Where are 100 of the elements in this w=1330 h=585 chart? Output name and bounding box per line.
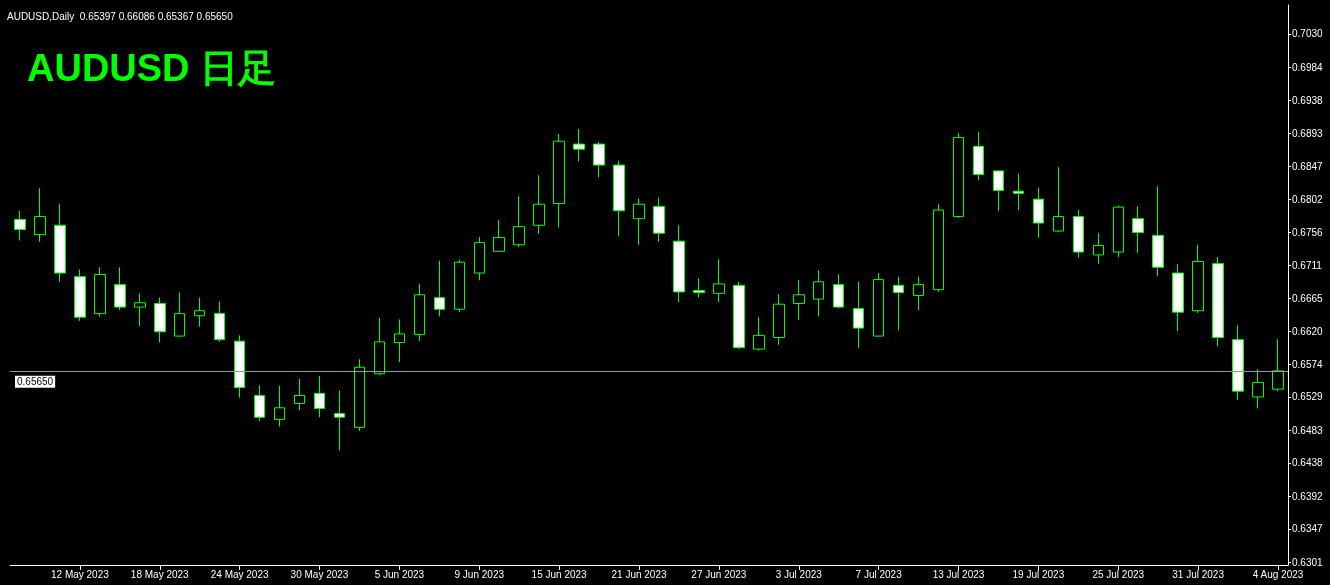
candlestick — [553, 133, 565, 228]
candlestick — [593, 141, 605, 178]
candlestick — [14, 210, 26, 241]
candlestick — [74, 268, 86, 322]
candlestick — [893, 276, 904, 331]
candlestick — [633, 197, 645, 246]
y-tick-label: 0.6347 — [1292, 523, 1324, 535]
candlestick — [1172, 263, 1184, 332]
y-tick-label: 0.6984 — [1292, 61, 1324, 73]
candlestick — [733, 281, 745, 350]
candlestick — [793, 279, 805, 321]
x-tick-label: 13 Jul 2023 — [932, 568, 985, 580]
x-tick-label: 21 Jun 2023 — [611, 568, 667, 580]
x-tick-label: 12 May 2023 — [50, 568, 110, 580]
candlestick — [1192, 244, 1204, 314]
y-tick-label: 0.6301 — [1292, 556, 1324, 568]
y-tick-label: 0.6574 — [1292, 358, 1324, 370]
x-tick-label: 31 Jul 2023 — [1172, 568, 1225, 580]
candlestick — [753, 316, 765, 352]
x-tick-label: 27 Jun 2023 — [691, 568, 747, 580]
candlestick — [214, 300, 225, 343]
candlestick — [973, 131, 984, 181]
y-tick-label: 0.6483 — [1292, 424, 1324, 436]
candlestick — [1152, 185, 1164, 277]
candlestick — [1232, 324, 1244, 401]
x-tick-label: 18 May 2023 — [130, 568, 190, 580]
y-tick-label: 0.6711 — [1292, 259, 1323, 271]
candlestick — [1053, 166, 1064, 233]
y-tick-label: 0.6938 — [1292, 95, 1324, 107]
candlestick — [474, 236, 485, 281]
candlestick — [334, 389, 345, 452]
x-tick-label: 5 Jun 2023 — [374, 568, 425, 580]
candlestick — [853, 281, 864, 349]
candlestick — [1272, 338, 1284, 392]
candlestick — [1252, 368, 1264, 410]
candlestick — [1093, 232, 1104, 265]
candlestick — [54, 203, 66, 283]
x-tick-label: 3 Jul 2023 — [775, 568, 823, 580]
candlestick — [354, 358, 365, 432]
x-tick-label: 4 Aug 2023 — [1252, 568, 1304, 580]
text: AUDUSD 日足 — [27, 47, 277, 89]
candlestick — [1013, 173, 1024, 211]
y-tick-label: 0.6802 — [1292, 193, 1324, 205]
candlestick — [1212, 256, 1224, 347]
x-tick-label: 19 Jul 2023 — [1012, 568, 1065, 580]
y-tick-label: 0.6438 — [1292, 457, 1324, 469]
y-tick-label: 0.6392 — [1292, 490, 1324, 502]
candlestick — [134, 292, 146, 327]
candlestick — [434, 260, 445, 318]
candlestick — [274, 385, 285, 428]
candlestick — [234, 334, 245, 399]
candlestick — [833, 274, 844, 310]
candlestick — [114, 266, 126, 311]
candlestick — [873, 272, 884, 338]
candlestick — [613, 160, 625, 237]
candlestick — [454, 259, 465, 313]
candlestick — [913, 276, 924, 311]
candlestick — [773, 293, 785, 346]
candlestick — [174, 292, 185, 338]
x-tick-label: 25 Jul 2023 — [1092, 568, 1145, 580]
candlestick — [254, 384, 265, 422]
candlestick — [693, 277, 705, 299]
candlestick — [573, 128, 585, 162]
candlestick — [493, 219, 505, 253]
candlestick — [513, 195, 525, 248]
candlestick — [1073, 209, 1084, 259]
candlestick — [533, 174, 545, 235]
candlestick — [1132, 205, 1144, 254]
candlestick — [1033, 187, 1044, 239]
candlestick — [34, 187, 46, 243]
y-tick-label: 0.6620 — [1292, 325, 1324, 337]
candlestick — [294, 378, 305, 411]
x-tick-label: 15 Jun 2023 — [531, 568, 588, 580]
y-tick-label: 0.6529 — [1292, 391, 1324, 403]
candlestick — [1113, 205, 1124, 258]
y-tick-label: 0.7030 — [1292, 28, 1324, 40]
y-tick-label: 0.6756 — [1292, 226, 1324, 238]
ref-line-label: 0.65650 — [17, 376, 54, 388]
candlestick — [194, 297, 205, 328]
y-tick-label: 0.6893 — [1292, 127, 1324, 139]
annotation: AUDUSD,Daily 0.65397 0.66086 0.65367 0.65650 — [7, 10, 234, 22]
candlestick — [933, 203, 944, 293]
candlestick — [653, 197, 665, 243]
candlestick — [993, 169, 1004, 212]
y-tick-label: 0.6847 — [1292, 161, 1324, 173]
y-tick-label: 0.6665 — [1292, 292, 1324, 304]
candlestick — [713, 258, 725, 303]
x-tick-label: 7 Jul 2023 — [855, 568, 903, 580]
x-tick-label: 9 Jun 2023 — [454, 568, 505, 580]
candlestick — [394, 318, 405, 363]
x-tick-label: 24 May 2023 — [210, 568, 269, 580]
candlestick — [374, 317, 385, 376]
candlestick — [673, 224, 685, 303]
candlestick — [953, 132, 964, 219]
candlestick — [314, 375, 325, 418]
candlestick — [94, 266, 106, 318]
candlestick — [154, 297, 166, 344]
x-tick-label: 30 May 2023 — [290, 568, 349, 580]
candlestick — [813, 269, 824, 318]
candlestick — [414, 283, 425, 342]
